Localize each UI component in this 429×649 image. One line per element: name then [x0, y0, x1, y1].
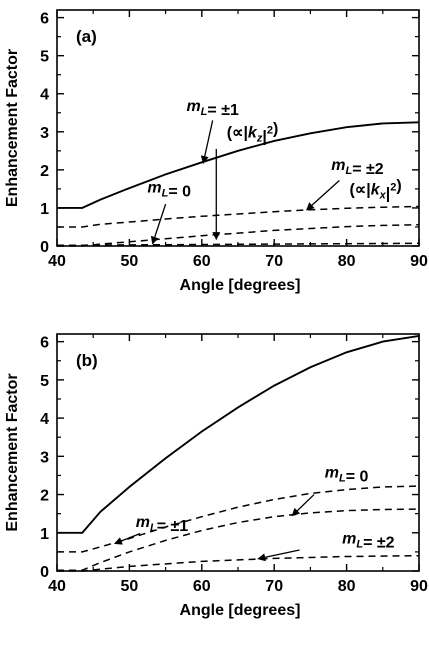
dashed-series-line — [57, 554, 420, 572]
x-tick-label: 70 — [265, 578, 283, 595]
solid-series-line — [57, 334, 420, 534]
dashed-series-line — [57, 205, 420, 228]
x-tick-label: 40 — [48, 578, 66, 595]
x-axis-label: Angle [degrees] — [180, 277, 301, 294]
annotation-arrow — [291, 494, 315, 517]
y-tick-label: 5 — [40, 49, 49, 66]
x-tick-label: 40 — [48, 253, 66, 270]
y-tick-label: 3 — [40, 125, 49, 142]
chart-panel-b: 40 50 60 70 80 90 0 1 2 3 4 5 6 Angle [degrees] Enhanc… — [4, 333, 428, 619]
y-tick-label: 2 — [40, 163, 49, 180]
panel-label: (b) — [76, 351, 98, 370]
x-tick-label: 70 — [265, 253, 283, 270]
y-tick-label: 6 — [40, 335, 49, 352]
y-tick-label: 1 — [40, 526, 49, 543]
y-tick-label: 5 — [40, 373, 49, 390]
y-axis-label: Enhancement Factor — [4, 49, 21, 207]
series-annotation: mL= ±2 — [331, 157, 384, 178]
dashed-series-line — [57, 508, 420, 571]
chart-panel-a: 40 50 60 70 80 90 0 1 2 3 4 5 6 Angle [degrees] Enhanc… — [4, 9, 428, 294]
y-tick-label: 1 — [40, 201, 49, 218]
annotation-arrow — [257, 549, 300, 562]
dashed-series-line — [57, 242, 420, 246]
panel-label: (a) — [76, 27, 97, 46]
y-tick-label: 3 — [40, 449, 49, 466]
series-annotation: (∝|kx|2) — [349, 178, 401, 203]
x-tick-label: 50 — [121, 253, 139, 270]
annotation-arrow — [200, 120, 214, 164]
annotation-arrow — [150, 203, 167, 245]
series-annotation: (∝|kz|2) — [227, 121, 279, 146]
solid-series-line — [57, 121, 420, 209]
y-tick-label: 4 — [40, 411, 49, 428]
x-tick-label: 90 — [410, 253, 428, 270]
series-annotation: mL= ±1 — [136, 514, 189, 535]
dashed-series-line — [57, 485, 420, 553]
x-tick-label: 80 — [338, 253, 356, 270]
series-annotation: mL= ±1 — [186, 98, 239, 119]
y-tick-label: 0 — [40, 564, 49, 581]
y-tick-label: 2 — [40, 488, 49, 505]
x-tick-label: 60 — [193, 253, 211, 270]
y-tick-label: 6 — [40, 11, 49, 28]
x-axis-label: Angle [degrees] — [180, 602, 301, 619]
y-tick-label: 0 — [40, 239, 49, 256]
series-annotation: mL= 0 — [325, 464, 369, 485]
y-tick-label: 4 — [40, 87, 49, 104]
x-tick-label: 50 — [121, 578, 139, 595]
y-axis-label: Enhancement Factor — [4, 373, 21, 531]
x-tick-label: 80 — [338, 578, 356, 595]
x-tick-label: 60 — [193, 578, 211, 595]
x-tick-label: 90 — [410, 578, 428, 595]
annotation-arrow — [113, 532, 141, 545]
series-annotation: mL= 0 — [147, 180, 191, 201]
series-annotation: mL= ±2 — [342, 530, 395, 551]
annotation-arrow — [306, 180, 340, 211]
